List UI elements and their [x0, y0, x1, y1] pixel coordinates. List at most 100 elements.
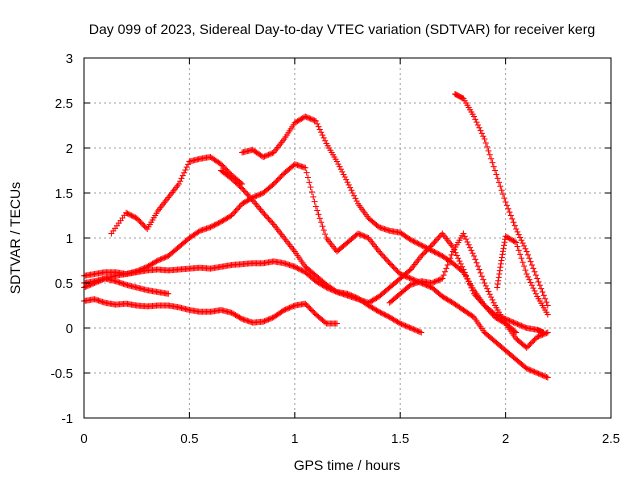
data-point	[403, 323, 410, 330]
data-point	[503, 202, 510, 209]
data-point	[311, 198, 318, 205]
data-point	[517, 322, 524, 329]
data-point	[231, 209, 238, 216]
data-point	[411, 326, 418, 333]
data-point	[482, 139, 489, 146]
data-point	[306, 179, 313, 186]
data-point	[333, 158, 340, 165]
data-point	[261, 153, 268, 160]
series-3	[239, 113, 551, 351]
data-point	[514, 321, 521, 328]
data-point	[303, 114, 310, 121]
data-point	[360, 232, 367, 239]
data-point	[406, 267, 413, 274]
data-point	[235, 205, 242, 212]
data-point	[543, 373, 550, 380]
data-point	[138, 220, 145, 227]
data-point	[443, 265, 450, 272]
data-point	[501, 195, 508, 202]
data-point	[162, 254, 169, 261]
data-point	[312, 118, 319, 124]
data-point	[228, 212, 235, 219]
data-point	[252, 193, 259, 200]
data-point	[413, 239, 420, 246]
data-point	[153, 258, 160, 265]
data-point	[407, 275, 414, 282]
data-point	[385, 313, 392, 320]
data-point	[310, 308, 317, 315]
data-point	[270, 181, 277, 187]
data-point	[478, 130, 485, 137]
data-point	[236, 203, 243, 210]
data-point	[489, 296, 496, 303]
data-point	[282, 306, 289, 313]
data-point	[275, 175, 282, 182]
data-point	[496, 267, 503, 274]
data-point	[513, 239, 520, 246]
data-point	[304, 303, 311, 310]
data-point	[125, 211, 132, 218]
data-point	[530, 338, 537, 345]
grid-lines	[84, 58, 611, 418]
data-point	[290, 303, 297, 310]
data-point	[518, 237, 525, 244]
data-point	[480, 133, 487, 140]
data-point	[398, 321, 405, 328]
data-point	[384, 312, 391, 319]
data-point	[355, 230, 362, 237]
data-point	[123, 209, 130, 216]
data-point	[381, 254, 388, 261]
data-point	[434, 236, 441, 243]
x-tick-label: 0	[80, 431, 87, 446]
data-point	[501, 242, 508, 249]
data-point	[493, 171, 500, 178]
data-point	[409, 325, 416, 332]
y-tick-label: 2.5	[55, 96, 73, 111]
data-point	[507, 212, 514, 219]
data-point	[428, 247, 435, 254]
data-point	[488, 294, 495, 301]
data-point	[419, 251, 426, 258]
data-point	[220, 163, 227, 170]
x-tick-label: 0.5	[180, 431, 198, 446]
data-point	[474, 121, 481, 128]
data-point	[523, 365, 530, 372]
data-point	[302, 164, 309, 171]
data-point	[195, 228, 202, 235]
data-point	[505, 317, 512, 324]
data-point	[252, 200, 259, 207]
data-point	[497, 260, 504, 267]
data-point	[287, 304, 294, 311]
data-point	[498, 254, 505, 261]
data-point	[469, 313, 476, 320]
data-point	[539, 372, 546, 379]
data-point	[439, 275, 446, 282]
data-point	[266, 151, 273, 158]
data-point	[356, 231, 363, 238]
x-tick-label: 2	[502, 431, 509, 446]
data-point	[239, 185, 246, 192]
data-point	[333, 320, 340, 327]
data-point	[245, 192, 252, 199]
data-point	[310, 116, 317, 123]
data-point	[274, 176, 281, 183]
data-point	[397, 320, 404, 327]
data-point	[469, 250, 476, 257]
data-point	[319, 223, 326, 230]
data-point	[302, 113, 309, 120]
data-point	[521, 263, 528, 270]
data-point	[257, 206, 264, 213]
data-point	[544, 311, 551, 318]
data-point	[136, 267, 143, 274]
data-point	[515, 247, 522, 254]
data-point	[129, 213, 136, 220]
data-point	[141, 264, 148, 271]
data-point	[298, 267, 305, 274]
data-point	[310, 193, 317, 200]
data-point	[424, 246, 431, 253]
y-axis-label: SDTVAR / TECUs	[7, 182, 23, 294]
data-point	[419, 242, 426, 249]
data-point	[406, 274, 413, 281]
data-point	[486, 291, 493, 298]
data-point	[140, 265, 147, 272]
